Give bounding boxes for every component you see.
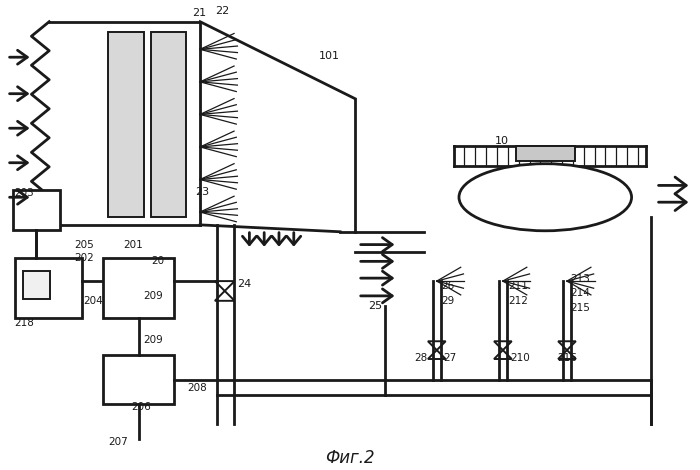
Text: 22: 22: [215, 6, 229, 16]
Text: 216: 216: [557, 353, 577, 363]
Text: 214: 214: [570, 288, 590, 298]
Bar: [15, 258, 82, 318]
Text: 29: 29: [442, 296, 455, 306]
Text: 26: 26: [442, 281, 455, 291]
Text: 23: 23: [195, 188, 209, 197]
Text: 208: 208: [188, 383, 207, 392]
Bar: [22, 271, 50, 299]
Text: 209: 209: [143, 291, 162, 301]
Text: 206: 206: [131, 402, 150, 412]
Text: Фиг.2: Фиг.2: [326, 449, 374, 467]
Text: 203: 203: [15, 188, 34, 198]
Bar: [516, 146, 575, 161]
Text: 27: 27: [444, 353, 457, 363]
Text: 212: 212: [508, 296, 528, 306]
Ellipse shape: [459, 164, 631, 231]
Text: 205: 205: [74, 240, 94, 250]
Text: 21: 21: [193, 8, 206, 18]
Text: 209: 209: [143, 335, 162, 345]
Bar: [13, 190, 60, 230]
Text: 213: 213: [570, 274, 590, 284]
Text: 24: 24: [237, 279, 252, 289]
Bar: [150, 31, 186, 217]
Text: 211: 211: [508, 281, 528, 291]
Text: 25: 25: [368, 301, 382, 311]
Text: 207: 207: [108, 437, 128, 447]
Bar: [108, 31, 144, 217]
Text: 101: 101: [318, 51, 340, 61]
Text: 215: 215: [570, 303, 590, 313]
Text: 204: 204: [84, 296, 104, 306]
Bar: [104, 355, 174, 404]
Bar: [104, 258, 174, 318]
Text: 218: 218: [15, 318, 34, 328]
Text: 201: 201: [123, 240, 143, 250]
Text: 10: 10: [495, 136, 509, 146]
Text: 20: 20: [150, 257, 164, 266]
Text: 28: 28: [414, 353, 428, 363]
Text: 210: 210: [510, 353, 529, 363]
Text: 202: 202: [74, 253, 94, 264]
